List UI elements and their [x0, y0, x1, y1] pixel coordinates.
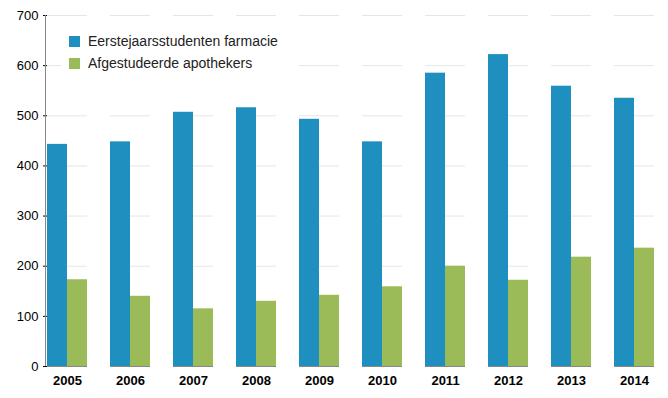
- svg-text:2012: 2012: [494, 373, 523, 388]
- svg-text:200: 200: [17, 258, 39, 273]
- svg-text:0: 0: [31, 359, 38, 374]
- html-text:Afgestudeerde apothekers: Afgestudeerde apothekers: [88, 55, 253, 71]
- svg-text:500: 500: [17, 108, 39, 123]
- svg-text:700: 700: [17, 8, 39, 23]
- svg-text:2008: 2008: [242, 373, 271, 388]
- svg-text:2009: 2009: [305, 373, 334, 388]
- svg-text:2006: 2006: [116, 373, 145, 388]
- svg-text:300: 300: [17, 208, 39, 223]
- svg-text:600: 600: [17, 58, 39, 73]
- svg-text:2007: 2007: [179, 373, 208, 388]
- svg-text:100: 100: [17, 309, 39, 324]
- svg-text:2013: 2013: [557, 373, 586, 388]
- svg-text:2005: 2005: [53, 373, 82, 388]
- svg-text:400: 400: [17, 158, 39, 173]
- svg-text:2014: 2014: [620, 373, 650, 388]
- svg-text:2010: 2010: [368, 373, 397, 388]
- html-text:Eerstejaarsstudenten farmacie: Eerstejaarsstudenten farmacie: [88, 33, 278, 49]
- svg-text:2011: 2011: [431, 373, 459, 388]
